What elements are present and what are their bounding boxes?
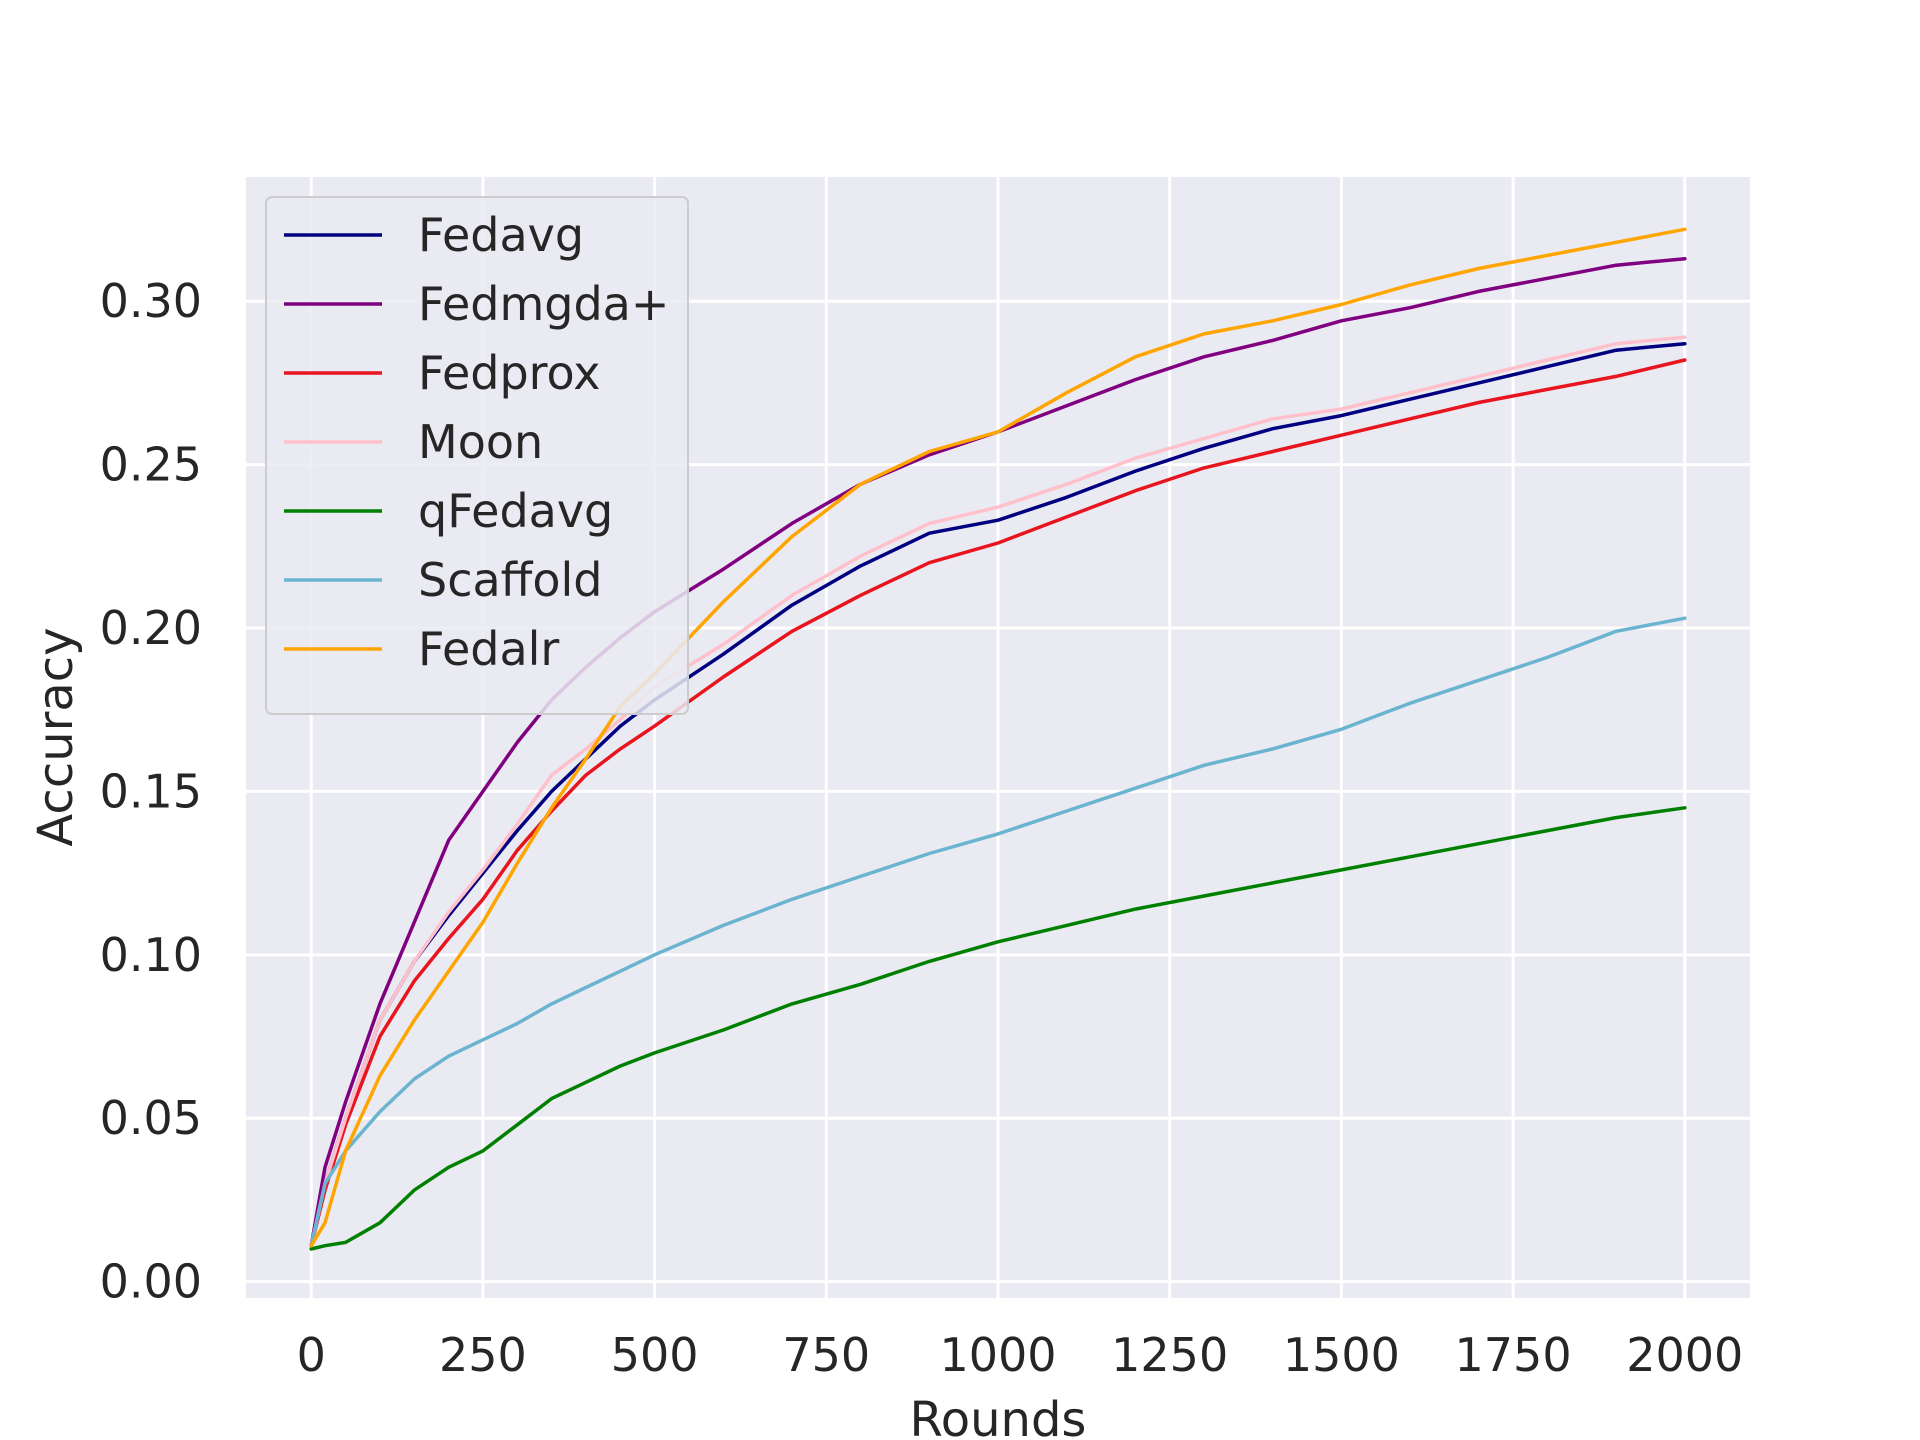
x-tick-label: 750 — [782, 1328, 870, 1382]
legend-frame — [265, 196, 689, 715]
legend-label: qFedavg — [418, 484, 613, 538]
x-tick-label: 1750 — [1455, 1328, 1572, 1382]
series-line-moon — [309, 335, 1687, 1248]
x-tick-label: 500 — [611, 1328, 699, 1382]
legend-label: Fedalr — [418, 622, 559, 676]
y-tick-label: 0.25 — [100, 438, 202, 492]
y-tick-label: 0.10 — [100, 928, 202, 982]
x-tick-label: 2000 — [1626, 1328, 1743, 1382]
y-tick-label: 0.15 — [100, 764, 202, 818]
legend-label: Moon — [418, 415, 543, 469]
x-tick-label: 0 — [297, 1328, 326, 1382]
series-line-fedalr — [309, 227, 1687, 1248]
x-tick-label: 1500 — [1283, 1328, 1400, 1382]
legend: Fedavg Fedmgda+ Fedprox Moon qFedavg Scaffold… — [265, 196, 689, 715]
series-line-qfedavg — [309, 806, 1687, 1251]
x-tick-label: 1250 — [1111, 1328, 1228, 1382]
legend-label: Scaffold — [418, 553, 603, 607]
y-tick-label: 0.20 — [100, 601, 202, 655]
y-tick-label: 0.30 — [100, 274, 202, 328]
legend-label: Fedmgda+ — [418, 277, 669, 331]
axis-ticks: 0 250 500 750 1000 1250 1500 1750 2000 0.00 0.05 0.… — [100, 274, 1744, 1382]
series-lines — [309, 227, 1687, 1251]
series-line-fedprox — [309, 358, 1687, 1248]
x-tick-label: 250 — [439, 1328, 527, 1382]
x-axis-label: Rounds — [910, 1392, 1087, 1440]
series-line-scaffold — [309, 616, 1687, 1248]
y-tick-label: 0.05 — [100, 1091, 202, 1145]
y-axis-label: Accuracy — [28, 627, 84, 846]
y-tick-label: 0.00 — [100, 1255, 202, 1309]
legend-label: Fedavg — [418, 208, 584, 262]
series-line-fedmgda — [309, 256, 1687, 1248]
legend-label: Fedprox — [418, 346, 601, 400]
x-tick-label: 1000 — [939, 1328, 1056, 1382]
